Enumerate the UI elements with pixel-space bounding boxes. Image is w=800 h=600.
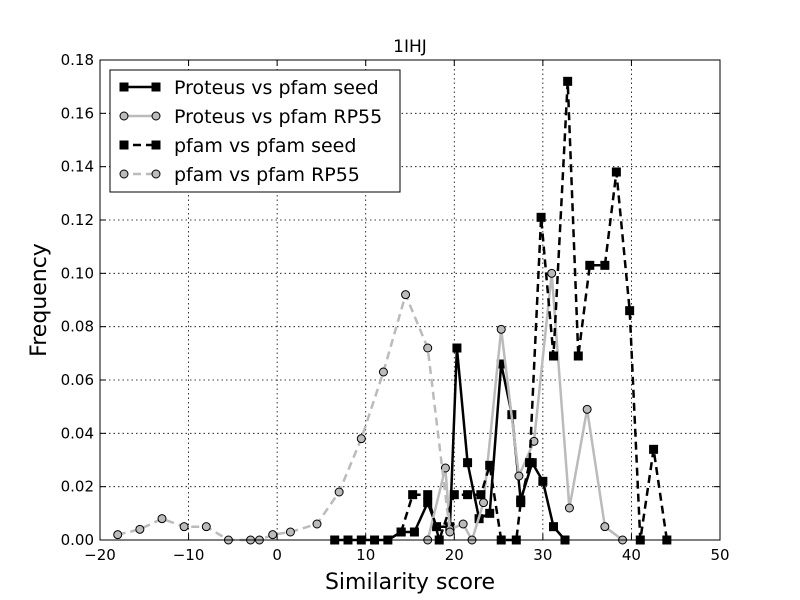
legend-marker	[151, 140, 161, 150]
legend-label: Proteus vs pfam seed	[174, 77, 379, 99]
axis-ticks: −20 −10 0 10 20 30 40 50 0.00 0.02 0.04 0.06 0.08 0.1…	[61, 51, 730, 564]
data-point	[113, 530, 123, 540]
data-point	[547, 268, 557, 278]
x-tick-label: 30	[533, 546, 552, 564]
data-point	[496, 324, 506, 334]
legend-marker	[119, 111, 129, 121]
x-tick-label: 0	[272, 546, 282, 564]
x-tick-label: 40	[622, 546, 641, 564]
y-tick-label: 0.04	[61, 424, 94, 442]
legend-marker	[151, 169, 161, 179]
chart-title: 1IHJ	[393, 37, 427, 57]
legend-item: Proteus vs pfam seed	[119, 77, 379, 99]
series-4	[113, 290, 455, 545]
legend-label: Proteus vs pfam RP55	[174, 106, 382, 128]
data-point	[463, 490, 473, 500]
data-point	[514, 471, 524, 481]
data-point	[408, 490, 418, 500]
data-point	[452, 343, 462, 353]
data-point	[396, 527, 406, 537]
data-point	[611, 167, 621, 177]
data-point	[573, 351, 583, 361]
data-point	[538, 476, 548, 486]
legend-marker	[119, 82, 129, 92]
data-point	[432, 522, 442, 532]
data-point	[179, 522, 189, 532]
y-tick-label: 0.18	[61, 51, 94, 69]
series-line	[117, 293, 452, 542]
data-point	[485, 508, 495, 518]
y-tick-label: 0.02	[61, 478, 94, 496]
data-point	[135, 524, 145, 534]
legend: Proteus vs pfam seed Proteus vs pfam RP55…	[109, 69, 401, 193]
x-axis-label: Similarity score	[325, 570, 495, 595]
x-tick-label: 50	[710, 546, 729, 564]
legend-label: pfam vs pfam RP55	[174, 164, 360, 186]
data-point	[600, 522, 610, 532]
data-point	[423, 490, 433, 500]
y-tick-label: 0.06	[61, 371, 94, 389]
data-point	[600, 260, 610, 270]
plot-frame	[99, 59, 721, 541]
data-point	[563, 76, 573, 86]
data-point	[157, 514, 167, 524]
data-point	[625, 306, 635, 316]
data-point	[201, 522, 211, 532]
data-point	[525, 458, 535, 468]
grid	[100, 60, 720, 540]
data-point	[356, 434, 366, 444]
data-point	[409, 527, 419, 537]
legend-item: pfam vs pfam RP55	[119, 164, 360, 186]
y-axis-label: Frequency	[27, 243, 52, 357]
data-point	[548, 522, 558, 532]
y-tick-label: 0.12	[61, 211, 94, 229]
data-point	[268, 530, 278, 540]
data-point	[536, 212, 546, 222]
data-point	[334, 487, 344, 497]
data-point	[585, 260, 595, 270]
data-point	[479, 498, 489, 508]
data-point	[476, 490, 486, 500]
legend-marker	[151, 111, 161, 121]
x-tick-label: 20	[445, 546, 464, 564]
data-point	[516, 498, 526, 508]
data-point	[449, 490, 459, 500]
x-tick-label: −10	[173, 546, 205, 564]
series-line	[399, 80, 669, 542]
data-point	[401, 290, 411, 300]
data-point	[445, 527, 455, 537]
data-point	[582, 404, 592, 414]
data-point	[564, 503, 574, 513]
y-tick-label: 0.08	[61, 318, 94, 336]
data-point	[312, 519, 322, 529]
legend-item: pfam vs pfam seed	[119, 135, 356, 157]
data-point	[458, 519, 468, 529]
y-tick-label: 0.14	[61, 158, 94, 176]
data-point	[423, 343, 433, 353]
data-point	[485, 460, 495, 470]
data-point	[548, 351, 558, 361]
data-point	[285, 527, 295, 537]
legend-marker	[151, 82, 161, 92]
x-tick-label: 10	[356, 546, 375, 564]
data-point	[378, 367, 388, 377]
y-tick-label: 0.16	[61, 104, 94, 122]
legend-label: pfam vs pfam seed	[174, 135, 356, 157]
y-tick-label: 0.10	[61, 264, 94, 282]
x-tick-label: −20	[84, 546, 116, 564]
legend-marker	[119, 169, 129, 179]
data-point	[463, 458, 473, 468]
data-point	[649, 444, 659, 454]
legend-marker	[119, 140, 129, 150]
y-tick-label: 0.00	[61, 531, 94, 549]
legend-item: Proteus vs pfam RP55	[119, 106, 382, 128]
